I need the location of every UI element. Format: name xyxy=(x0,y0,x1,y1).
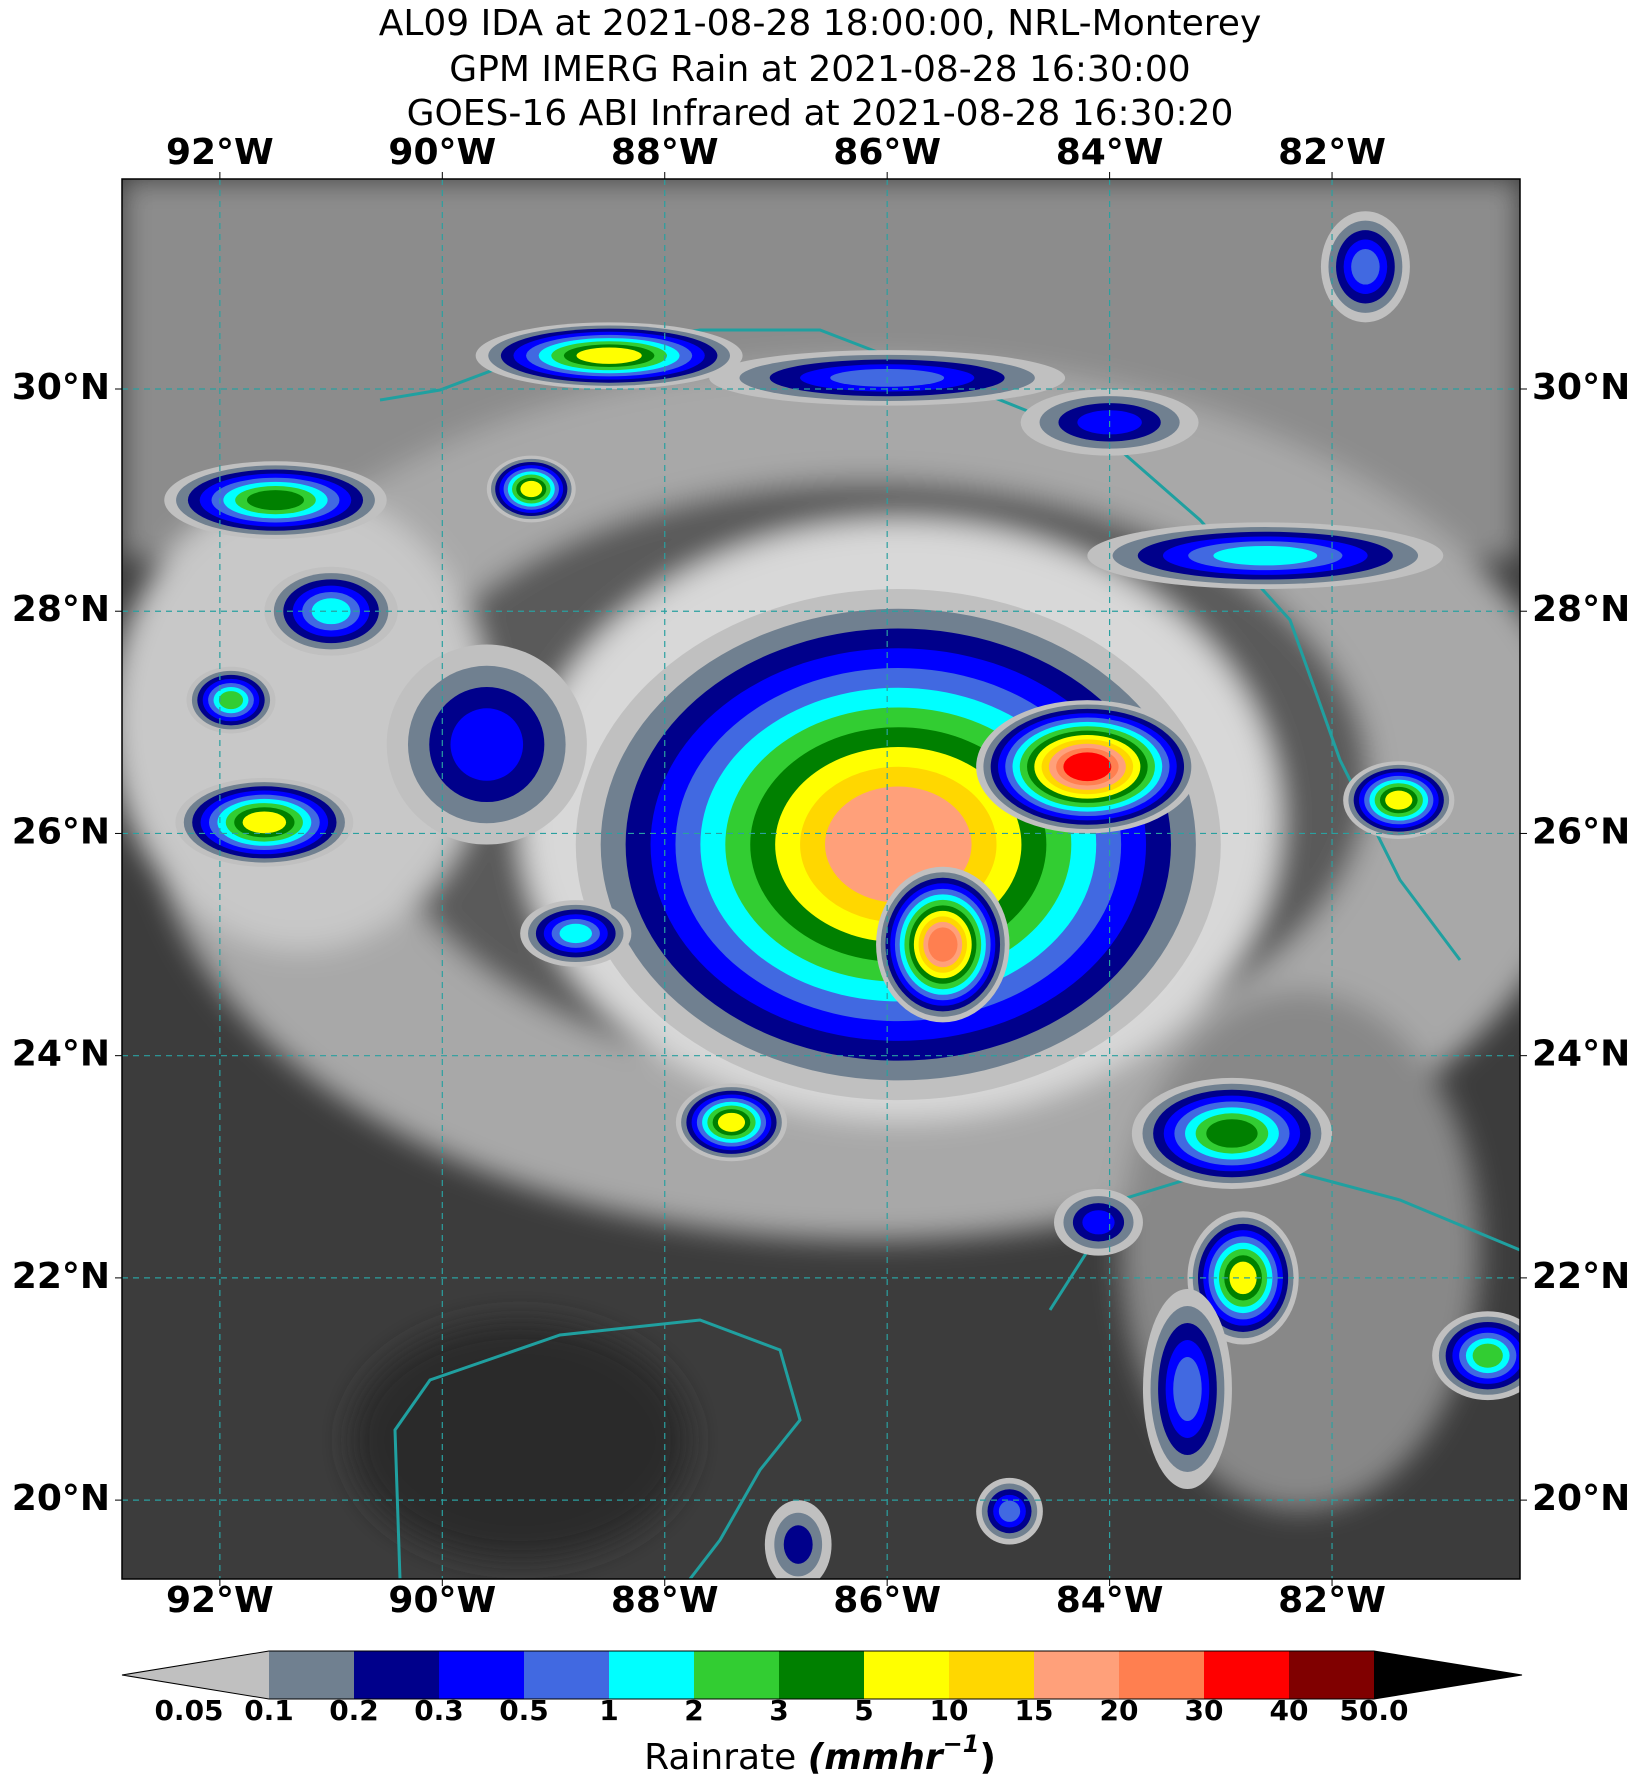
colorbar-tick-label: 0.05 xyxy=(154,1694,223,1727)
colorbar-tick-label: 40 xyxy=(1270,1694,1309,1727)
colorbar-segment xyxy=(609,1651,695,1699)
y-tick-label: 20°N xyxy=(1532,1478,1630,1519)
rain-contour xyxy=(1213,545,1318,566)
unit-close: ) xyxy=(979,1737,995,1778)
y-tick-label: 30°N xyxy=(12,367,110,408)
rain-contour xyxy=(1351,249,1380,285)
y-tick-label: 28°N xyxy=(1532,589,1630,630)
colorbar-segment xyxy=(779,1651,865,1699)
title-line: AL09 IDA at 2021-08-28 18:00:00, NRL-Mon… xyxy=(379,3,1262,44)
y-tick-label: 24°N xyxy=(1532,1034,1630,1075)
rain-contour xyxy=(717,1112,746,1132)
colorbar-tick-label: 0.2 xyxy=(329,1694,379,1727)
rain-contour xyxy=(576,347,642,364)
colorbar-segment xyxy=(269,1651,355,1699)
rain-contour xyxy=(1472,1343,1503,1368)
unit-base: (mmhr xyxy=(808,1737,945,1778)
rain-contour xyxy=(218,691,244,710)
colorbar-tick-label: 0.5 xyxy=(499,1694,549,1727)
colorbar-segment xyxy=(354,1651,440,1699)
colorbar-title: Rainrate xyxy=(644,1737,796,1778)
coastline xyxy=(393,1318,802,1579)
rain-contour xyxy=(559,923,592,944)
x-tick-label: 92°W xyxy=(166,132,274,173)
title-line: GOES-16 ABI Infrared at 2021-08-28 16:30… xyxy=(407,93,1234,134)
rain-contour xyxy=(928,927,958,962)
x-tick-label: 84°W xyxy=(1056,132,1164,173)
rain-contour xyxy=(1385,790,1413,810)
rain-contour xyxy=(450,708,524,781)
colorbar-segment xyxy=(864,1651,950,1699)
colorbar-segment xyxy=(439,1651,525,1699)
colorbar-tick-label: 0.1 xyxy=(244,1694,294,1727)
rain-contour xyxy=(520,480,543,498)
rain-contour xyxy=(242,811,287,834)
unit-exponent: −1 xyxy=(943,1730,980,1758)
colorbar-extension xyxy=(122,1651,269,1699)
colorbar-outline xyxy=(121,1650,1523,1700)
colorbar-tick-label: 20 xyxy=(1100,1694,1139,1727)
colorbar-tick-label: 10 xyxy=(930,1694,969,1727)
colorbar-segment xyxy=(1034,1651,1120,1699)
x-tick-label: 86°W xyxy=(833,1580,941,1621)
colorbar: 0.05 0.1 0.2 0.3 0.5 1 2 3 5 10 15 20 30 40 50.0 xyxy=(121,1650,1523,1727)
colorbar-segment xyxy=(524,1651,610,1699)
x-tick-label: 86°W xyxy=(833,132,941,173)
rain-contour xyxy=(1063,752,1112,782)
title-line: GPM IMERG Rain at 2021-08-28 16:30:00 xyxy=(449,49,1190,90)
x-tick-label: 88°W xyxy=(611,132,719,173)
rain-contour xyxy=(246,490,304,511)
y-tick-label: 30°N xyxy=(1532,367,1630,408)
y-tick-label: 26°N xyxy=(12,811,110,852)
rain-contour xyxy=(1206,1119,1258,1148)
x-tick-label: 84°W xyxy=(1056,1580,1164,1621)
colorbar-extension xyxy=(1374,1651,1522,1699)
y-tick-label: 20°N xyxy=(12,1478,110,1519)
x-tick-label: 82°W xyxy=(1278,1580,1386,1621)
rain-contour xyxy=(998,1500,1021,1522)
colorbar-tick-label: 1 xyxy=(599,1694,618,1727)
colorbar-tick-label: 50.0 xyxy=(1339,1694,1408,1727)
y-tick-label: 22°N xyxy=(1532,1256,1630,1297)
rain-contour xyxy=(1082,1210,1115,1235)
y-tick-label: 22°N xyxy=(12,1256,110,1297)
x-tick-label: 90°W xyxy=(388,1580,496,1621)
y-tick-label: 28°N xyxy=(12,589,110,630)
rain-contour xyxy=(1229,1261,1257,1295)
colorbar-segment xyxy=(694,1651,780,1699)
x-tick-label: 90°W xyxy=(388,132,496,173)
x-tick-label: 92°W xyxy=(166,1580,274,1621)
colorbar-tick-label: 2 xyxy=(684,1694,703,1727)
map xyxy=(122,179,1520,1579)
rain-contour xyxy=(1173,1357,1202,1421)
x-tick-label: 88°W xyxy=(611,1580,719,1621)
y-tick-label: 24°N xyxy=(12,1034,110,1075)
colorbar-tick-label: 0.3 xyxy=(414,1694,464,1727)
y-tick-label: 26°N xyxy=(1532,811,1630,852)
x-tick-label: 82°W xyxy=(1278,132,1386,173)
colorbar-segment xyxy=(1289,1651,1375,1699)
colorbar-segment xyxy=(1119,1651,1205,1699)
colorbar-tick-label: 3 xyxy=(769,1694,788,1727)
colorbar-tick-label: 15 xyxy=(1015,1694,1054,1727)
colorbar-tick-label: 5 xyxy=(854,1694,873,1727)
map-frame xyxy=(121,178,1521,1580)
grid xyxy=(122,179,1520,1579)
colorbar-label: Rainrate (mmhr−1) xyxy=(644,1730,996,1778)
colorbar-tick-label: 30 xyxy=(1185,1694,1224,1727)
rain-contour xyxy=(783,1525,813,1564)
colorbar-segment xyxy=(949,1651,1035,1699)
colorbar-segment xyxy=(1204,1651,1290,1699)
